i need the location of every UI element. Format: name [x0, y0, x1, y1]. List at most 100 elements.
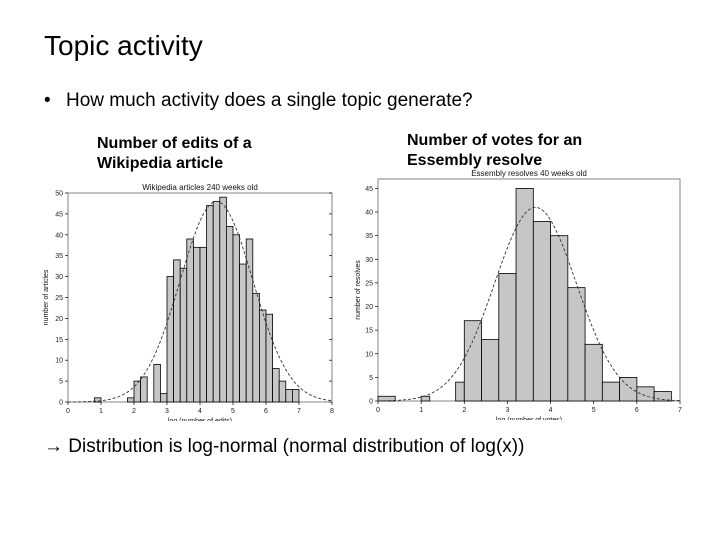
essembly-y-tick-label-7: 35: [365, 233, 373, 240]
wiki-bar-24: [285, 389, 293, 403]
essembly-y-tick-label-8: 40: [365, 210, 373, 217]
right-chart-caption: Number of votes for an Essembly resolve: [407, 131, 582, 171]
essembly-bar-8: [550, 235, 569, 402]
essembly-x-tick-label-3: 3: [505, 407, 509, 414]
wiki-bar-8: [179, 267, 188, 403]
essembly-x-tick-label-6: 6: [635, 407, 639, 414]
essembly-title: Essembly resolves 40 weeks old: [471, 170, 587, 178]
wiki-y-tick-label-2: 10: [55, 358, 63, 365]
essembly-x-tick-label-0: 0: [376, 407, 380, 414]
essembly-bar-4: [481, 339, 500, 402]
essembly-bar-1: [420, 395, 431, 402]
left-chart-caption: Number of edits of a Wikipedia article: [97, 134, 252, 174]
slide-title: Topic activity: [44, 30, 203, 61]
essembly-y-tick-label-4: 20: [365, 304, 373, 311]
wiki-bar-18: [245, 238, 254, 403]
wiki-bar-22: [272, 368, 280, 403]
essembly-bar-14: [653, 391, 672, 402]
essembly-bar-13: [636, 386, 655, 402]
wiki-x-tick-label-4: 4: [198, 408, 202, 415]
essembly-x-tick-label-5: 5: [592, 407, 596, 414]
wiki-x-tick-label-5: 5: [231, 408, 235, 415]
essembly-y-tick-label-2: 10: [365, 351, 373, 358]
wiki-x-tick-label-6: 6: [264, 408, 268, 415]
wiki-x-tick-label-3: 3: [165, 408, 169, 415]
wiki-y-tick-label-6: 30: [55, 274, 63, 281]
wiki-y-tick-label-8: 40: [55, 232, 63, 239]
wiki-y-tick-label-10: 50: [55, 191, 63, 198]
wiki-x-axis-label: log (number of edits): [168, 418, 232, 421]
wiki-bar-13: [212, 200, 221, 403]
wiki-bar-4: [153, 363, 161, 403]
wiki-y-tick-label-4: 20: [55, 316, 63, 323]
wiki-bar-5: [160, 393, 168, 403]
essembly-x-tick-label-2: 2: [462, 407, 466, 414]
right-arrow-icon: →: [44, 436, 63, 457]
essembly-x-tick-label-4: 4: [549, 407, 553, 414]
wiki-y-tick-label-7: 35: [55, 253, 63, 260]
wiki-x-tick-label-7: 7: [297, 408, 301, 415]
wiki-bar-14: [219, 196, 227, 403]
wiki-y-tick-label-3: 15: [55, 337, 63, 344]
essembly-y-tick-label-6: 30: [365, 257, 373, 264]
essembly-bar-7: [532, 221, 551, 402]
essembly-bar-0: [377, 395, 396, 402]
wiki-bar-11: [199, 246, 207, 403]
bullet-text: How much activity does a single topic ge…: [66, 90, 473, 111]
left-caption-line-2: Wikipedia article: [97, 155, 224, 172]
essembly-x-axis-label: log (number of votes): [496, 417, 562, 420]
conclusion: → Distribution is log-normal (normal dis…: [44, 436, 524, 458]
conclusion-text: Distribution is log-normal (normal distr…: [68, 436, 525, 457]
wiki-bar-16: [232, 234, 240, 403]
bullet-point: • How much activity does a single topic g…: [44, 90, 473, 112]
wiki-x-tick-label-0: 0: [66, 408, 70, 415]
essembly-y-axis-label: number of resolves: [355, 260, 362, 320]
wiki-y-axis-label: number of articles: [43, 269, 50, 325]
essembly-y-tick-label-9: 45: [365, 186, 373, 193]
wiki-bar-20: [258, 309, 267, 403]
essembly-bar-11: [601, 381, 620, 402]
wiki-title: Wikipedia articles 240 weeks old: [142, 183, 258, 192]
bullet-marker: •: [44, 90, 51, 111]
wiki-bar-1: [127, 397, 135, 403]
essembly-x-tick-label-7: 7: [678, 407, 682, 414]
essembly-bar-9: [567, 287, 586, 402]
essembly-y-tick-label-5: 25: [365, 280, 373, 287]
wiki-bar-21: [265, 313, 273, 403]
wiki-bar-0: [94, 397, 102, 403]
wiki-bar-9: [186, 238, 194, 403]
wiki-x-tick-label-8: 8: [330, 408, 334, 415]
essembly-bar-6: [515, 188, 534, 402]
essembly-x-tick-label-1: 1: [419, 407, 423, 414]
essembly-bar-5: [498, 273, 517, 402]
essembly-fit-curve: [378, 206, 681, 402]
wiki-y-tick-label-5: 25: [55, 295, 63, 302]
wiki-bar-10: [192, 246, 201, 403]
wiki-bar-25: [291, 389, 300, 403]
wiki-x-tick-label-2: 2: [132, 408, 136, 415]
essembly-y-tick-label-0: 0: [369, 399, 373, 406]
right-caption-line-1: Number of votes for an: [407, 132, 583, 149]
wiki-bar-2: [133, 380, 141, 403]
wiki-bar-19: [252, 292, 260, 403]
essembly-bar-2: [455, 381, 465, 402]
essembly-y-tick-label-3: 15: [365, 328, 373, 335]
wiki-x-tick-label-1: 1: [99, 408, 103, 415]
wiki-y-tick-label-0: 0: [59, 400, 63, 407]
essembly-y-tick-label-1: 5: [369, 375, 373, 382]
essembly-bar-3: [463, 320, 482, 402]
wiki-bar-23: [278, 380, 287, 403]
wiki-bar-3: [140, 376, 148, 403]
wiki-bar-7: [173, 259, 181, 403]
wiki-bar-6: [166, 276, 174, 403]
wiki-bar-17: [239, 263, 247, 403]
essembly-bar-10: [584, 343, 603, 402]
wiki-bar-15: [225, 226, 234, 403]
wiki-y-tick-label-9: 45: [55, 211, 63, 218]
left-caption-line-1: Number of edits of a: [97, 135, 252, 152]
wiki-bar-12: [206, 205, 214, 403]
wiki-y-tick-label-1: 5: [59, 379, 63, 386]
right-caption-line-2: Essembly resolve: [407, 152, 543, 169]
